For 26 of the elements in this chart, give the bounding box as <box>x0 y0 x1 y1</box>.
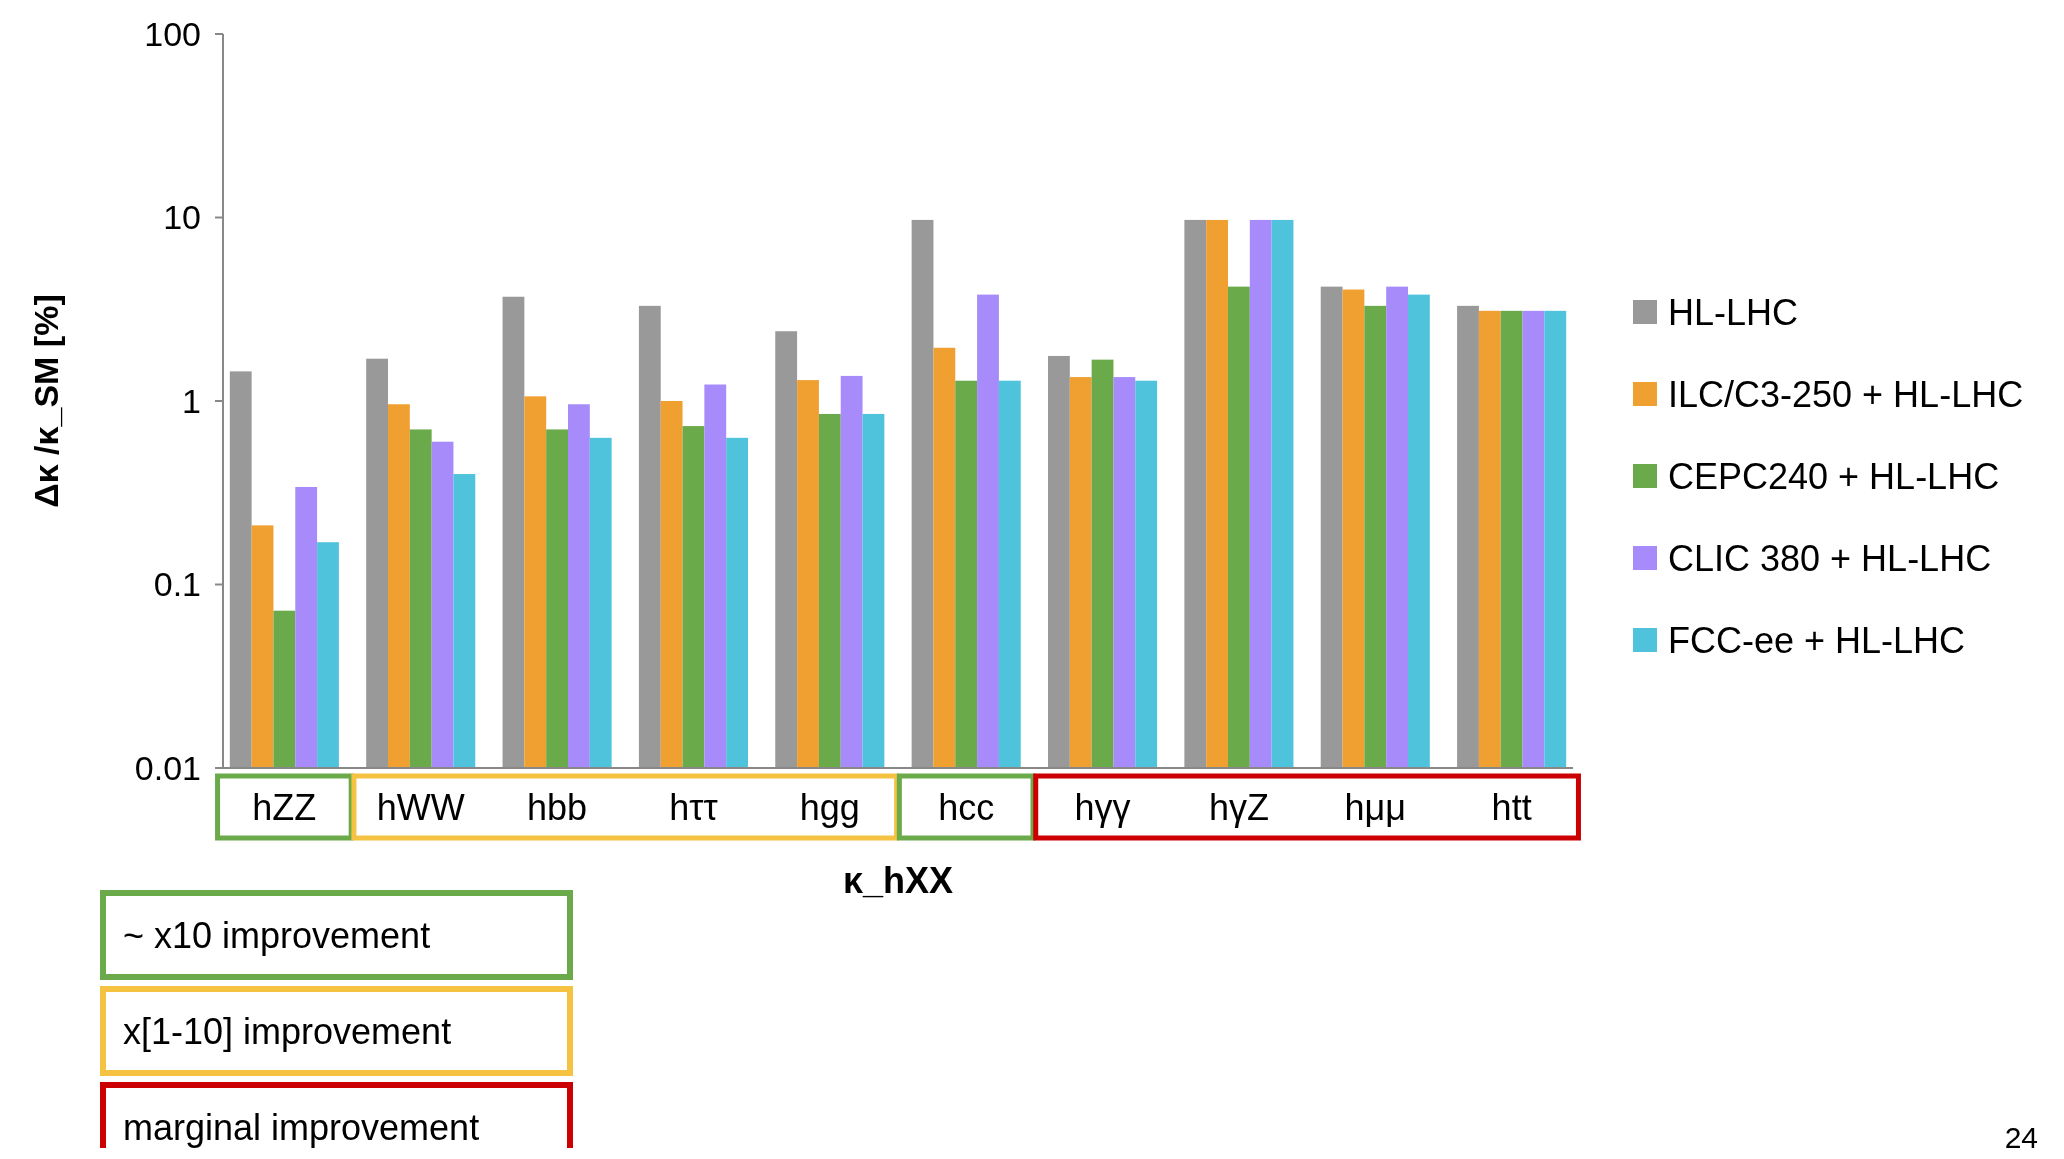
legend-label: HL-LHC <box>1668 291 1799 333</box>
x-tick-label: htt <box>1491 787 1532 828</box>
y-tick-label: 0.1 <box>153 565 201 604</box>
legend-label: CLIC 380 + HL-LHC <box>1668 537 1992 579</box>
x-tick-label: hμμ <box>1344 787 1407 828</box>
x-tick-label: hγZ <box>1208 787 1269 828</box>
text: marginal improvement <box>123 1106 480 1148</box>
y-axis-title: Δκ /κ_SM [%] <box>27 294 65 508</box>
x-tick-label: hcc <box>938 787 995 828</box>
x-tick-label: hττ <box>669 787 718 828</box>
text: ~ x10 improvement <box>123 914 431 956</box>
x-tick-label: hbb <box>527 787 588 828</box>
x-tick-label: hgg <box>799 787 860 828</box>
x-tick-label: hγγ <box>1074 787 1131 828</box>
y-tick-label: 0.01 <box>134 748 201 787</box>
y-tick-label: 10 <box>163 198 201 237</box>
x-tick-label: hZZ <box>252 787 317 828</box>
text: 24 <box>2004 1121 2038 1154</box>
legend-label: CEPC240 + HL-LHC <box>1668 455 2000 497</box>
legend-label: ILC/C3-250 + HL-LHC <box>1668 373 2024 415</box>
text: x[1-10] improvement <box>123 1010 452 1052</box>
x-axis-title: κ_hXX <box>842 860 954 901</box>
y-tick-label: 1 <box>182 381 201 420</box>
y-tick-label: 100 <box>144 14 201 53</box>
legend-label: FCC-ee + HL-LHC <box>1668 619 1966 661</box>
x-tick-label: hWW <box>376 787 465 828</box>
